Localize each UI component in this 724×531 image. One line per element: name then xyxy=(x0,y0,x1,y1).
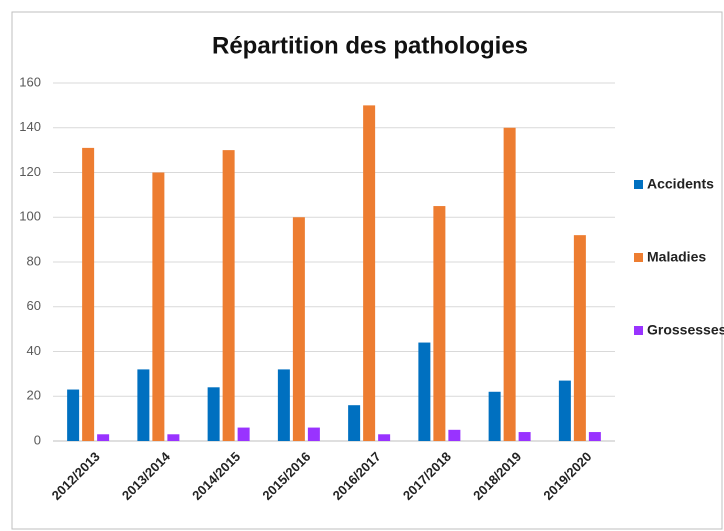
legend-swatch xyxy=(634,180,643,189)
y-tick-label: 120 xyxy=(19,164,41,179)
bar xyxy=(82,147,95,441)
bar xyxy=(67,389,80,441)
bar xyxy=(418,342,431,441)
y-tick-label: 60 xyxy=(27,298,41,313)
bar xyxy=(152,172,165,441)
bar xyxy=(222,150,235,441)
bar xyxy=(137,369,150,441)
bar xyxy=(503,127,516,441)
chart-title: Répartition des pathologies xyxy=(212,32,528,59)
bar xyxy=(488,391,501,441)
bar xyxy=(97,434,110,441)
bar xyxy=(292,217,305,441)
y-tick-label: 100 xyxy=(19,209,41,224)
bar xyxy=(433,206,446,441)
bar xyxy=(558,380,571,441)
legend-swatch xyxy=(634,326,643,335)
bar xyxy=(237,427,250,441)
bar xyxy=(588,432,601,441)
bar xyxy=(348,405,361,441)
bar xyxy=(378,434,391,441)
y-tick-label: 160 xyxy=(19,74,41,89)
y-tick-label: 40 xyxy=(27,343,41,358)
bar xyxy=(518,432,531,441)
bar xyxy=(307,427,320,441)
legend-label: Grossesses xyxy=(647,322,724,338)
legend-label: Accidents xyxy=(647,176,714,192)
legend-label: Maladies xyxy=(647,249,706,265)
y-tick-label: 80 xyxy=(27,253,41,268)
bar xyxy=(207,387,220,441)
bar xyxy=(448,429,461,441)
bar xyxy=(573,235,586,441)
bar xyxy=(363,105,376,441)
bar xyxy=(277,369,290,441)
legend-swatch xyxy=(634,253,643,262)
y-tick-label: 20 xyxy=(27,388,41,403)
y-tick-label: 140 xyxy=(19,119,41,134)
bar xyxy=(167,434,180,441)
y-tick-label: 0 xyxy=(34,432,41,447)
